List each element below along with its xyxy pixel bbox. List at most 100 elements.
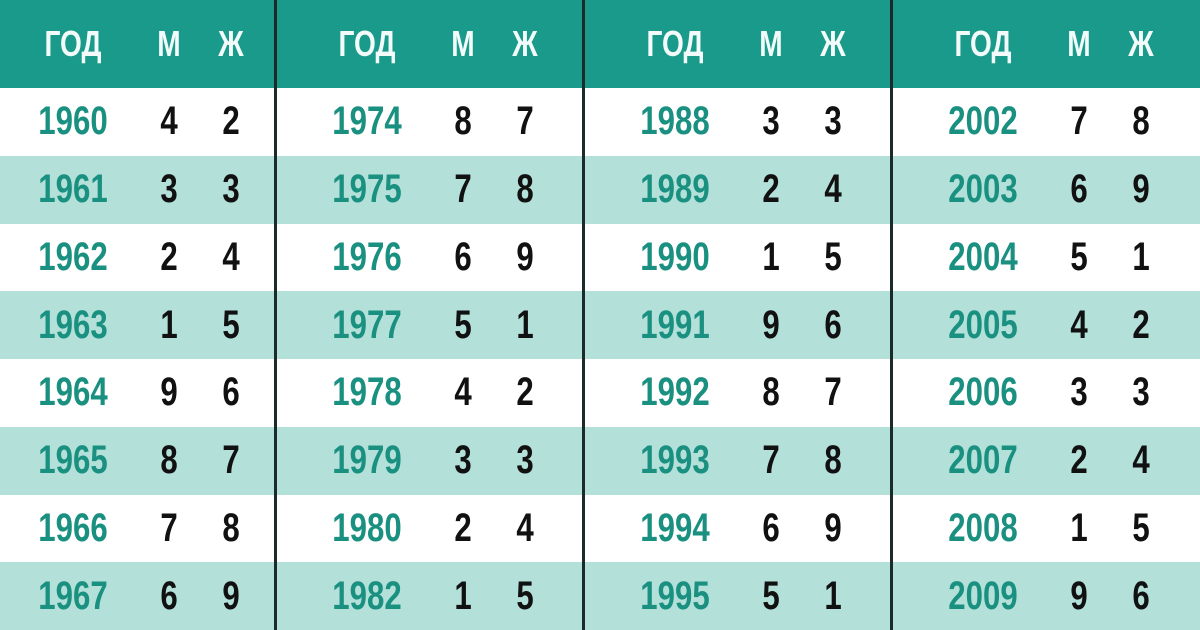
year-cell: 1961 — [38, 167, 108, 212]
table-row: 1966 7 8 — [0, 495, 274, 563]
female-cell: 7 — [824, 370, 842, 415]
female-cell: 3 — [516, 438, 534, 483]
table-row: 1989 2 4 — [585, 155, 890, 224]
female-cell: 9 — [222, 573, 240, 618]
header-male: М — [759, 23, 783, 64]
table-row: 1995 5 1 — [585, 562, 890, 630]
year-cell: 2003 — [948, 167, 1018, 212]
female-cell: 1 — [1132, 234, 1150, 279]
header-male: М — [451, 23, 475, 64]
year-cell: 2006 — [948, 370, 1018, 415]
male-cell: 2 — [1070, 438, 1088, 483]
female-cell: 4 — [1132, 438, 1150, 483]
year-cell: 2004 — [948, 234, 1018, 279]
header-row: ГОД М Ж — [585, 0, 890, 88]
female-cell: 4 — [824, 167, 842, 212]
year-cell: 2008 — [948, 505, 1018, 550]
female-cell: 2 — [1132, 302, 1150, 347]
female-cell: 6 — [1132, 573, 1150, 618]
year-cell: 1967 — [38, 573, 108, 618]
female-cell: 2 — [222, 99, 240, 144]
female-cell: 1 — [824, 573, 842, 618]
female-cell: 1 — [516, 302, 534, 347]
male-cell: 6 — [160, 573, 178, 618]
female-cell: 3 — [1132, 370, 1150, 415]
table-row: 2003 6 9 — [893, 155, 1200, 224]
table-row: 1994 6 9 — [585, 495, 890, 563]
male-cell: 1 — [454, 573, 472, 618]
male-cell: 7 — [160, 505, 178, 550]
male-cell: 5 — [454, 302, 472, 347]
female-cell: 3 — [824, 99, 842, 144]
table-row: 1962 2 4 — [0, 224, 274, 292]
header-row: ГОД М Ж — [0, 0, 274, 88]
table-row: 1975 7 8 — [277, 155, 582, 224]
year-cell: 1963 — [38, 302, 108, 347]
table-row: 2009 9 6 — [893, 562, 1200, 630]
table-row: 2007 2 4 — [893, 426, 1200, 495]
table-row: 1964 9 6 — [0, 359, 274, 427]
year-cell: 1988 — [640, 99, 710, 144]
header-row: ГОД М Ж — [277, 0, 582, 88]
header-female: Ж — [218, 23, 244, 64]
female-cell: 4 — [222, 234, 240, 279]
table-row: 1960 4 2 — [0, 88, 274, 156]
year-cell: 1979 — [332, 438, 402, 483]
female-cell: 8 — [516, 167, 534, 212]
female-cell: 7 — [516, 99, 534, 144]
table-row: 1990 1 5 — [585, 224, 890, 292]
male-cell: 5 — [762, 573, 780, 618]
year-cell: 1993 — [640, 438, 710, 483]
header-year: ГОД — [954, 23, 1012, 64]
female-cell: 5 — [516, 573, 534, 618]
male-cell: 8 — [454, 99, 472, 144]
female-cell: 5 — [824, 234, 842, 279]
female-cell: 2 — [516, 370, 534, 415]
table-row: 1979 3 3 — [277, 426, 582, 495]
year-cell: 1974 — [332, 99, 402, 144]
table-row: 1965 8 7 — [0, 426, 274, 495]
female-cell: 6 — [222, 370, 240, 415]
header-female: Ж — [1128, 23, 1154, 64]
year-cell: 1992 — [640, 370, 710, 415]
table-group: ГОД М Ж 1960 4 2 1961 3 3 1962 2 4 1963 1 5 1964 9 6 1965 8… — [0, 0, 274, 630]
year-cell: 2002 — [948, 99, 1018, 144]
header-year: ГОД — [646, 23, 704, 64]
year-cell: 1976 — [332, 234, 402, 279]
table-row: 2004 5 1 — [893, 224, 1200, 292]
male-cell: 1 — [1070, 505, 1088, 550]
female-cell: 8 — [1132, 99, 1150, 144]
table-row: 1991 9 6 — [585, 291, 890, 359]
male-cell: 7 — [762, 438, 780, 483]
year-cell: 1977 — [332, 302, 402, 347]
table-row: 1961 3 3 — [0, 155, 274, 224]
year-cell: 1990 — [640, 234, 710, 279]
male-cell: 3 — [762, 99, 780, 144]
male-cell: 9 — [160, 370, 178, 415]
header-female: Ж — [512, 23, 538, 64]
male-cell: 8 — [160, 438, 178, 483]
year-cell: 2009 — [948, 573, 1018, 618]
year-cell: 1964 — [38, 370, 108, 415]
male-cell: 2 — [454, 505, 472, 550]
table-row: 1977 5 1 — [277, 291, 582, 359]
female-cell: 5 — [222, 302, 240, 347]
male-cell: 7 — [1070, 99, 1088, 144]
table-row: 1982 1 5 — [277, 562, 582, 630]
female-cell: 8 — [222, 505, 240, 550]
table-row: 2008 1 5 — [893, 495, 1200, 563]
header-year: ГОД — [44, 23, 102, 64]
year-cell: 1991 — [640, 302, 710, 347]
male-cell: 2 — [762, 167, 780, 212]
year-cell: 1978 — [332, 370, 402, 415]
male-cell: 3 — [454, 438, 472, 483]
table-row: 1988 3 3 — [585, 88, 890, 156]
table-group: ГОД М Ж 2002 7 8 2003 6 9 2004 5 1 2005 4 2 2006 3 3 2007 2… — [890, 0, 1200, 630]
year-cell: 1995 — [640, 573, 710, 618]
female-cell: 6 — [824, 302, 842, 347]
header-male: М — [157, 23, 181, 64]
year-cell: 2005 — [948, 302, 1018, 347]
male-cell: 6 — [1070, 167, 1088, 212]
male-cell: 2 — [160, 234, 178, 279]
